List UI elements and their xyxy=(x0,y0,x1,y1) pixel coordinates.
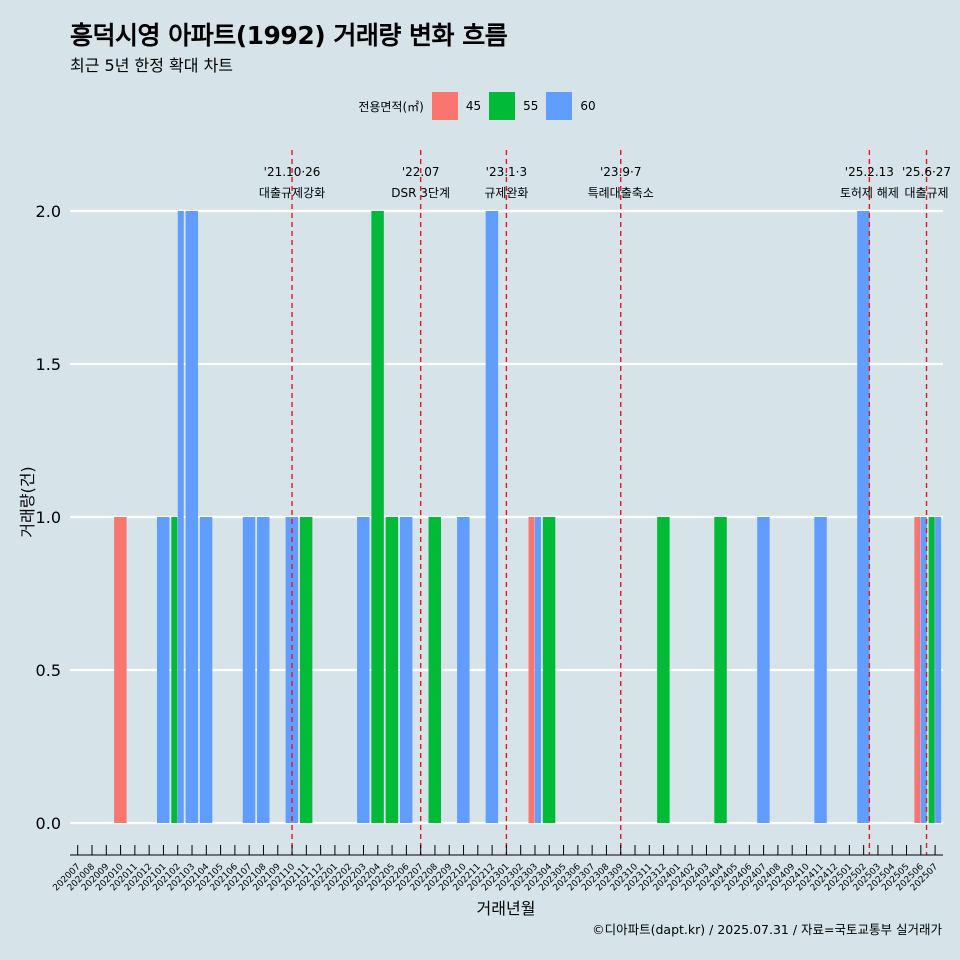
source-caption: ©디아파트(dapt.kr) / 2025.07.31 / 자료=국토교통부 실… xyxy=(592,922,942,937)
bar-202303-60 xyxy=(534,517,542,823)
legend: 전용면적(㎡) 45 55 60 xyxy=(0,92,960,120)
bar-202506-45 xyxy=(914,517,921,823)
gridlines xyxy=(70,209,943,825)
bar-202507-60 xyxy=(935,517,942,823)
legend-label-45: 45 xyxy=(465,99,482,113)
event-name-label: 특례대출축소 xyxy=(588,186,654,200)
bar-202111-55 xyxy=(299,517,313,823)
legend-swatch-60 xyxy=(546,92,573,120)
bar-202102-60 xyxy=(177,211,184,823)
event-date-label: '25.2.13 xyxy=(845,165,894,179)
bar-202103-60 xyxy=(185,211,199,823)
bar-202212-60 xyxy=(485,211,499,823)
bar-202502-60 xyxy=(857,211,870,823)
y-axis-label: 거래량(건) xyxy=(18,466,37,537)
chart-subtitle: 최근 5년 한정 확대 차트 xyxy=(70,56,234,75)
event-name-label: 규제완화 xyxy=(484,186,528,200)
y-tick-label: 0.5 xyxy=(36,661,61,680)
legend-label-60: 60 xyxy=(580,99,596,113)
bar-202210-60 xyxy=(457,517,470,823)
bar-202101-60 xyxy=(157,517,170,823)
bar-202411-60 xyxy=(814,517,827,823)
y-tick-label: 0.0 xyxy=(36,814,61,833)
bar-202203-60 xyxy=(357,517,370,823)
bar-202303-45 xyxy=(528,517,535,823)
x-axis-label: 거래년월 xyxy=(477,899,536,918)
bar-202407-60 xyxy=(757,517,770,823)
bar-202108-60 xyxy=(257,517,270,823)
event-name-label: 토허제 해제 xyxy=(840,186,899,200)
bar-202204-55 xyxy=(371,211,384,823)
bar-202102-55 xyxy=(171,517,178,823)
bar-202312-55 xyxy=(657,517,670,823)
bar-202208-55 xyxy=(428,517,441,823)
event-name-label: DSR 3단계 xyxy=(391,186,450,200)
bar-202010-45 xyxy=(114,517,127,823)
legend-title: 전용면적(㎡) xyxy=(358,99,424,114)
bar-202404-55 xyxy=(714,517,727,823)
y-tick-label: 2.0 xyxy=(36,202,61,221)
bar-202110-60 xyxy=(285,517,299,823)
chart-title: 흥덕시영 아파트(1992) 거래량 변화 흐름 xyxy=(70,21,508,50)
event-date-label: '23.1·3 xyxy=(486,165,527,179)
bar-202304-55 xyxy=(542,517,556,823)
bar-202205-55 xyxy=(385,517,399,823)
bar-layer xyxy=(114,211,942,823)
event-date-label: '23.9·7 xyxy=(600,165,641,179)
bar-202104-60 xyxy=(199,517,213,823)
bar-202107-60 xyxy=(242,517,256,823)
event-name-label: 대출규제 xyxy=(904,186,948,200)
y-tick-label: 1.5 xyxy=(36,355,61,374)
y-tick-label: 1.0 xyxy=(36,508,61,527)
legend-swatch-45 xyxy=(431,92,458,120)
legend-label-55: 55 xyxy=(523,99,539,113)
legend-swatch-55 xyxy=(489,92,516,120)
event-name-label: 대출규제강화 xyxy=(259,186,325,200)
event-date-label: '25.6·27 xyxy=(902,165,951,179)
event-date-label: '21.10·26 xyxy=(264,165,321,179)
event-layer: '21.10·26 대출규제강화 '22.07 DSR 3단계 '23.1·3 규제완화 '… xyxy=(259,150,951,855)
bar-202206-60 xyxy=(399,517,413,823)
event-date-label: '22.07 xyxy=(402,165,440,179)
bar-202507-55 xyxy=(928,517,935,823)
bar-202506-60 xyxy=(920,517,927,823)
